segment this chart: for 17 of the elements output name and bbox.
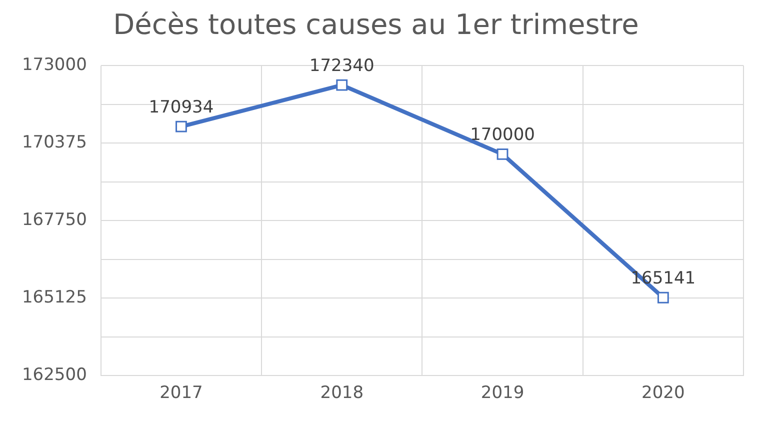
- x-tick-label: 2020: [642, 383, 685, 404]
- y-tick-label: 170375: [22, 132, 87, 153]
- point: [176, 120, 187, 132]
- point: [657, 292, 669, 304]
- point: [336, 79, 348, 91]
- y-tick-label: 162500: [22, 365, 87, 386]
- x-tick-label: 2018: [320, 383, 364, 404]
- chart-title: Décès toutes causes au 1er trimestre: [113, 8, 639, 42]
- data-label: 172340: [309, 56, 374, 76]
- data-label: 170000: [470, 125, 535, 146]
- x-tick-label: 2017: [160, 383, 203, 404]
- x-tick-label: 2019: [480, 383, 524, 404]
- point: [496, 148, 508, 160]
- y-tick-label: 165125: [22, 288, 87, 308]
- data-label: 170934: [148, 98, 214, 118]
- y-tick-label: 173000: [22, 55, 87, 76]
- y-tick-label: 167750: [22, 210, 87, 230]
